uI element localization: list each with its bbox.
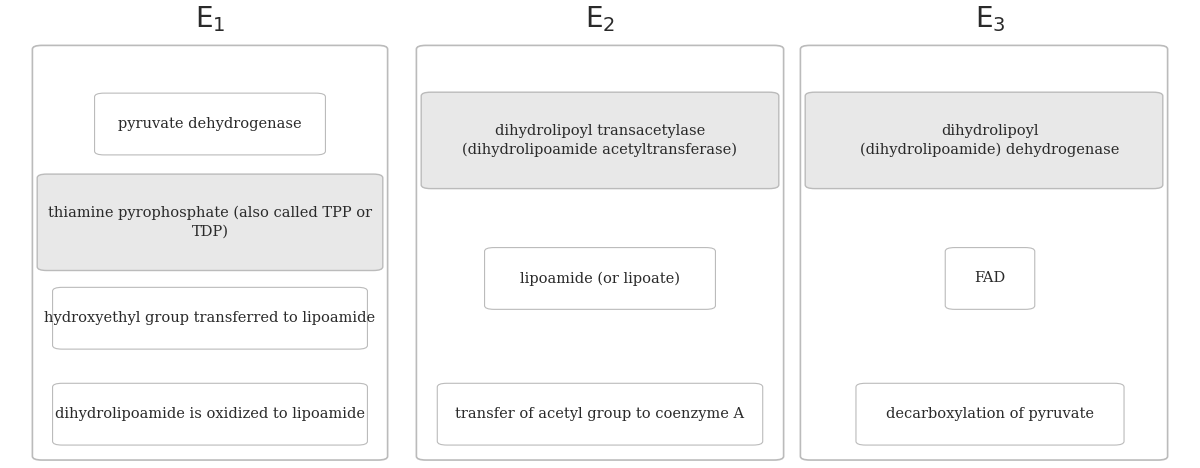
FancyBboxPatch shape	[53, 287, 367, 349]
Text: dihydrolipoyl
(dihydrolipoamide) dehydrogenase: dihydrolipoyl (dihydrolipoamide) dehydro…	[860, 124, 1120, 157]
Text: transfer of acetyl group to coenzyme A: transfer of acetyl group to coenzyme A	[456, 407, 744, 421]
FancyBboxPatch shape	[37, 174, 383, 271]
FancyBboxPatch shape	[805, 92, 1163, 189]
Text: $\mathrm{E}_{3}$: $\mathrm{E}_{3}$	[974, 4, 1006, 34]
FancyBboxPatch shape	[95, 93, 325, 155]
FancyBboxPatch shape	[437, 383, 763, 445]
FancyBboxPatch shape	[946, 248, 1034, 309]
FancyBboxPatch shape	[800, 45, 1168, 460]
FancyBboxPatch shape	[53, 383, 367, 445]
FancyBboxPatch shape	[32, 45, 388, 460]
FancyBboxPatch shape	[416, 45, 784, 460]
Text: thiamine pyrophosphate (also called TPP or
TDP): thiamine pyrophosphate (also called TPP …	[48, 206, 372, 239]
Text: decarboxylation of pyruvate: decarboxylation of pyruvate	[886, 407, 1094, 421]
Text: hydroxyethyl group transferred to lipoamide: hydroxyethyl group transferred to lipoam…	[44, 311, 376, 325]
Text: dihydrolipoyl transacetylase
(dihydrolipoamide acetyltransferase): dihydrolipoyl transacetylase (dihydrolip…	[462, 124, 738, 157]
Text: FAD: FAD	[974, 271, 1006, 285]
FancyBboxPatch shape	[421, 92, 779, 189]
Text: dihydrolipoamide is oxidized to lipoamide: dihydrolipoamide is oxidized to lipoamid…	[55, 407, 365, 421]
FancyBboxPatch shape	[856, 383, 1124, 445]
Text: $\mathrm{E}_{1}$: $\mathrm{E}_{1}$	[194, 4, 226, 34]
Text: $\mathrm{E}_{2}$: $\mathrm{E}_{2}$	[584, 4, 616, 34]
FancyBboxPatch shape	[485, 248, 715, 309]
Text: pyruvate dehydrogenase: pyruvate dehydrogenase	[118, 117, 302, 131]
Text: lipoamide (or lipoate): lipoamide (or lipoate)	[520, 271, 680, 285]
